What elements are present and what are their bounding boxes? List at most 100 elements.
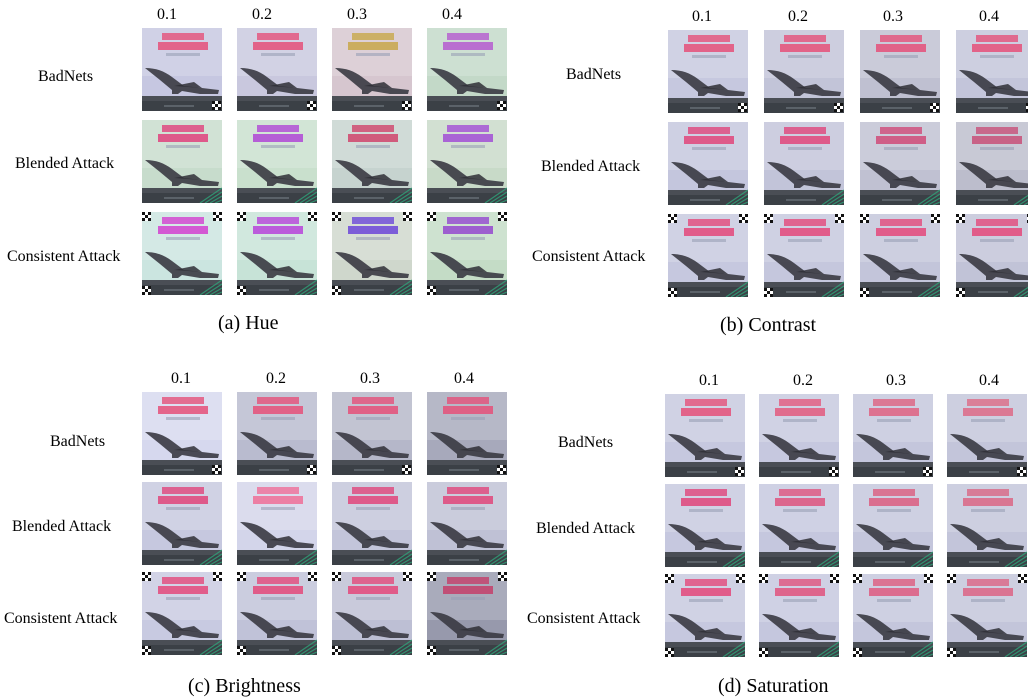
- image-thumbnail: [759, 394, 839, 477]
- thumbnail-image: [668, 214, 748, 297]
- thumbnail-image: [332, 392, 412, 475]
- column-header: 0.2: [252, 6, 272, 23]
- thumbnail-image: [237, 28, 317, 111]
- image-thumbnail: [142, 572, 222, 655]
- thumbnail-image: [332, 28, 412, 111]
- thumbnail-image: [142, 212, 222, 295]
- column-header: 0.2: [266, 370, 286, 387]
- panel-hue: 0.1 0.2 0.3 0.4 BadNets Blended Attack C…: [0, 0, 514, 345]
- image-thumbnail: [332, 392, 412, 475]
- thumbnail-image: [956, 122, 1028, 205]
- image-thumbnail: [237, 482, 317, 565]
- image-thumbnail: [237, 392, 317, 475]
- image-thumbnail: [665, 484, 745, 567]
- thumbnail-image: [759, 394, 839, 477]
- thumbnail-image: [860, 122, 940, 205]
- image-thumbnail: [668, 122, 748, 205]
- image-thumbnail: [853, 574, 933, 657]
- thumbnail-image: [237, 482, 317, 565]
- column-header: 0.4: [442, 6, 462, 23]
- row-label: BadNets: [38, 68, 94, 85]
- panel-caption: (c) Brightness: [188, 675, 301, 697]
- image-thumbnail: [668, 30, 748, 113]
- image-thumbnail: [237, 120, 317, 203]
- image-thumbnail: [665, 574, 745, 657]
- column-header: 0.4: [979, 8, 999, 25]
- thumbnail-image: [665, 484, 745, 567]
- image-thumbnail: [237, 212, 317, 295]
- image-thumbnail: [142, 212, 222, 295]
- image-thumbnail: [947, 394, 1027, 477]
- image-thumbnail: [956, 122, 1028, 205]
- image-thumbnail: [427, 120, 507, 203]
- panel-brightness: 0.1 0.2 0.3 0.4 BadNets Blended Attack C…: [0, 350, 514, 700]
- column-header: 0.3: [360, 370, 380, 387]
- image-thumbnail: [668, 214, 748, 297]
- thumbnail-image: [427, 482, 507, 565]
- column-header: 0.3: [886, 372, 906, 389]
- image-thumbnail: [332, 482, 412, 565]
- thumbnail-image: [947, 484, 1027, 567]
- image-thumbnail: [332, 212, 412, 295]
- thumbnail-image: [665, 574, 745, 657]
- panel-caption: (d) Saturation: [718, 675, 829, 697]
- image-thumbnail: [237, 572, 317, 655]
- row-label: Consistent Attack: [7, 248, 121, 265]
- row-label: Consistent Attack: [532, 248, 646, 265]
- row-label: Blended Attack: [541, 158, 641, 175]
- row-label: BadNets: [566, 66, 622, 83]
- image-thumbnail: [332, 572, 412, 655]
- thumbnail-image: [759, 484, 839, 567]
- row-label: BadNets: [50, 433, 106, 450]
- image-thumbnail: [332, 120, 412, 203]
- thumbnail-image: [237, 572, 317, 655]
- thumbnail-image: [142, 28, 222, 111]
- thumbnail-image: [142, 120, 222, 203]
- thumbnail-image: [668, 122, 748, 205]
- thumbnail-image: [237, 120, 317, 203]
- image-thumbnail: [759, 574, 839, 657]
- image-thumbnail: [860, 214, 940, 297]
- thumbnail-image: [427, 392, 507, 475]
- column-header: 0.1: [699, 372, 719, 389]
- column-header: 0.1: [157, 6, 177, 23]
- thumbnail-image: [142, 482, 222, 565]
- image-thumbnail: [956, 30, 1028, 113]
- image-thumbnail: [427, 482, 507, 565]
- image-thumbnail: [764, 30, 844, 113]
- thumbnail-image: [947, 574, 1027, 657]
- column-header: 0.1: [171, 370, 191, 387]
- image-thumbnail: [956, 214, 1028, 297]
- image-thumbnail: [427, 28, 507, 111]
- thumbnail-image: [427, 28, 507, 111]
- column-header: 0.4: [454, 370, 474, 387]
- thumbnail-image: [860, 30, 940, 113]
- image-thumbnail: [142, 392, 222, 475]
- column-header: 0.3: [883, 8, 903, 25]
- image-thumbnail: [764, 122, 844, 205]
- image-thumbnail: [764, 214, 844, 297]
- thumbnail-image: [764, 214, 844, 297]
- thumbnail-image: [332, 212, 412, 295]
- panel-saturation: 0.1 0.2 0.3 0.4 BadNets Blended Attack C…: [0, 350, 1028, 700]
- image-thumbnail: [853, 394, 933, 477]
- thumbnail-image: [332, 572, 412, 655]
- column-header: 0.1: [692, 8, 712, 25]
- image-thumbnail: [427, 392, 507, 475]
- image-thumbnail: [860, 122, 940, 205]
- panel-caption: (b) Contrast: [720, 314, 817, 336]
- image-thumbnail: [947, 574, 1027, 657]
- image-thumbnail: [427, 572, 507, 655]
- thumbnail-image: [142, 392, 222, 475]
- thumbnail-image: [237, 392, 317, 475]
- thumbnail-image: [665, 394, 745, 477]
- thumbnail-image: [853, 394, 933, 477]
- row-label: Consistent Attack: [4, 610, 118, 627]
- image-thumbnail: [853, 484, 933, 567]
- column-header: 0.2: [788, 8, 808, 25]
- row-label: Blended Attack: [12, 518, 112, 535]
- image-thumbnail: [142, 28, 222, 111]
- column-header: 0.4: [979, 372, 999, 389]
- image-thumbnail: [759, 484, 839, 567]
